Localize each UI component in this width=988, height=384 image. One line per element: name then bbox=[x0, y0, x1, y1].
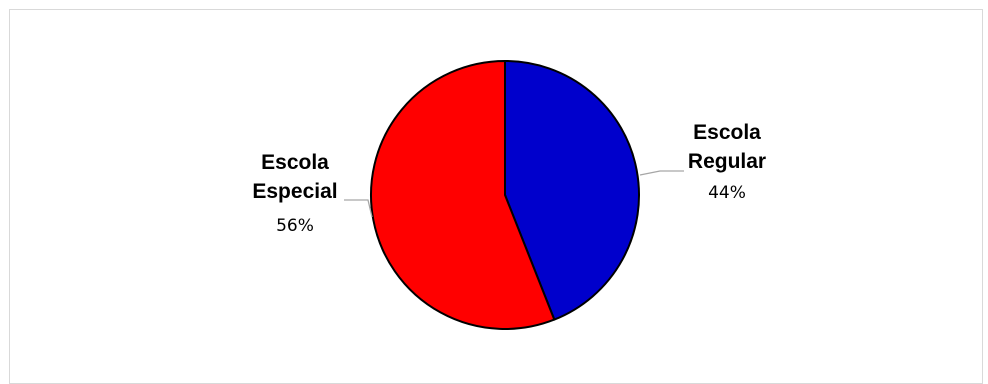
leader-line-escola-regular bbox=[639, 170, 684, 176]
pie-slice-1 bbox=[370, 60, 556, 330]
pie-slice-0 bbox=[504, 60, 640, 321]
slice-percent-especial: 56% bbox=[276, 216, 314, 236]
slice-label-regular-line2: Regular bbox=[688, 150, 766, 173]
slice-percent-regular: 44% bbox=[708, 183, 746, 203]
leader-lines bbox=[344, 170, 684, 218]
pie-slices bbox=[370, 60, 640, 330]
slice-label-regular-line1: Escola bbox=[693, 121, 761, 144]
slice-label-especial-line1: Escola bbox=[261, 151, 329, 174]
slice-label-especial-line2: Especial bbox=[252, 180, 337, 203]
leader-line-escola-especial bbox=[344, 199, 373, 218]
